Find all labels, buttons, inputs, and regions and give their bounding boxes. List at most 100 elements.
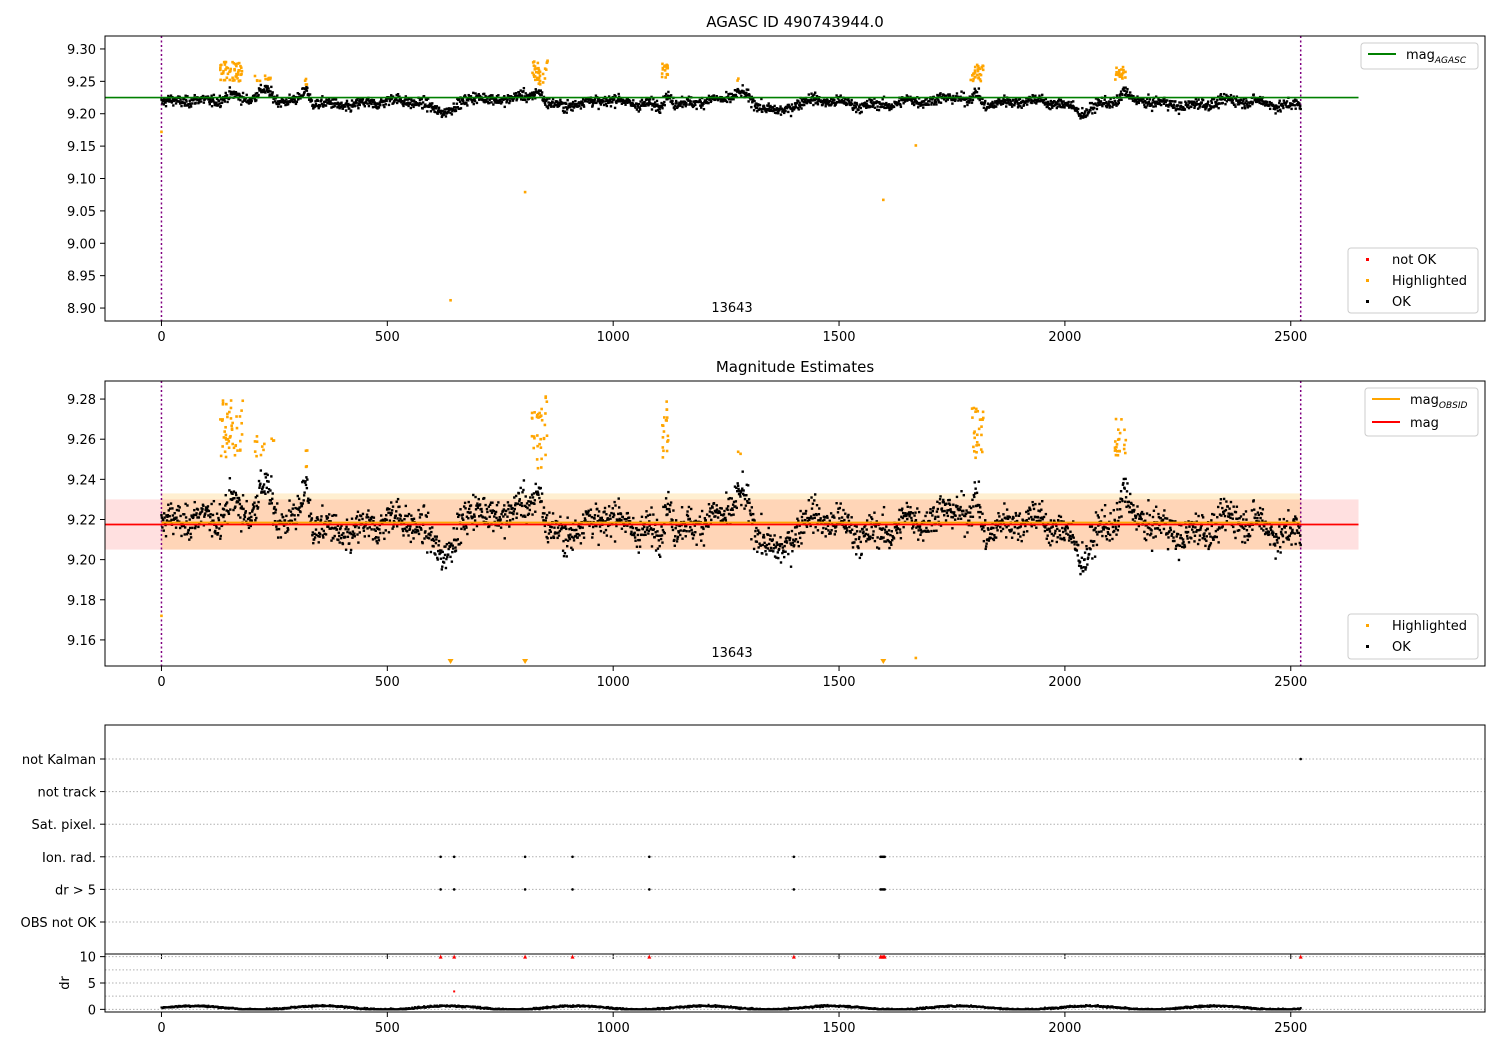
ok-point — [785, 539, 788, 543]
ok-point — [838, 517, 841, 520]
ok-point — [607, 99, 610, 102]
ok-point — [701, 526, 705, 529]
ok-point — [288, 93, 291, 96]
ok-point — [509, 519, 512, 522]
ok-point — [1130, 511, 1134, 514]
ok-point — [849, 103, 852, 107]
ok-point — [625, 518, 628, 521]
ok-point — [694, 103, 697, 107]
ok-point — [1163, 509, 1166, 512]
ok-point — [557, 104, 561, 108]
ok-point — [505, 520, 509, 523]
ok-point — [548, 511, 551, 514]
ok-point — [762, 536, 766, 539]
ok-point — [535, 493, 539, 496]
ok-point — [336, 101, 340, 104]
ok-point — [1032, 518, 1035, 521]
ok-point — [404, 514, 407, 518]
ok-point — [617, 497, 620, 500]
ok-point — [561, 526, 564, 529]
ok-point — [451, 550, 454, 554]
ok-point — [1146, 104, 1149, 107]
ok-point — [397, 100, 401, 103]
ok-point — [744, 95, 748, 98]
ok-point — [243, 98, 247, 102]
ok-point — [303, 90, 306, 94]
ok-point — [757, 546, 760, 549]
ok-point — [833, 98, 836, 102]
ok-point — [854, 538, 857, 541]
ok-point — [400, 519, 404, 523]
ok-point — [186, 504, 189, 507]
ok-point — [331, 514, 334, 517]
ok-point — [419, 97, 422, 101]
ok-point — [700, 539, 703, 542]
ok-point — [948, 498, 951, 502]
ok-point — [366, 516, 370, 519]
ok-point — [1143, 537, 1146, 540]
ok-point — [1035, 526, 1038, 529]
ok-point — [882, 505, 886, 509]
ok-point — [371, 105, 375, 109]
ok-point — [710, 97, 713, 100]
ok-point — [664, 92, 668, 96]
ok-point — [1072, 105, 1075, 108]
ok-point — [603, 510, 606, 513]
ok-point — [549, 530, 552, 533]
ok-point — [308, 514, 311, 518]
ok-point — [333, 104, 336, 108]
ok-point — [648, 100, 651, 103]
ok-point — [250, 519, 253, 522]
ok-point — [757, 108, 760, 112]
ok-point — [882, 105, 885, 108]
ok-point — [937, 101, 941, 104]
ok-point — [239, 516, 242, 519]
ok-point — [340, 524, 343, 527]
ok-point — [694, 519, 697, 523]
ok-point — [1013, 103, 1016, 107]
ok-point — [426, 110, 429, 113]
ok-point — [602, 520, 605, 523]
ok-point — [973, 87, 976, 90]
highlighted-point — [976, 68, 980, 71]
ok-point — [875, 546, 879, 549]
ok-point — [546, 541, 550, 544]
ok-point — [293, 99, 297, 102]
ok-point — [1030, 515, 1033, 519]
ok-point — [453, 106, 456, 109]
ok-point — [758, 542, 761, 545]
ok-point — [765, 543, 769, 547]
ok-point — [911, 527, 914, 530]
ok-point — [201, 507, 204, 511]
ok-point — [166, 515, 169, 518]
ok-point — [504, 509, 508, 513]
ok-point — [1243, 107, 1247, 110]
ok-point — [1044, 512, 1048, 516]
ok-point — [896, 531, 899, 535]
ok-point — [374, 535, 378, 539]
ok-point — [523, 504, 526, 508]
ok-point — [194, 525, 197, 528]
ok-point — [1146, 526, 1150, 529]
ok-point — [984, 545, 988, 548]
highlighted-point — [228, 78, 232, 82]
ok-point — [1079, 572, 1082, 576]
ok-point — [880, 528, 883, 531]
ok-point — [266, 479, 269, 483]
ok-point — [919, 528, 923, 532]
ok-point — [1102, 528, 1105, 531]
ok-point — [573, 528, 576, 532]
ok-point — [1109, 97, 1112, 100]
ok-point — [968, 99, 971, 103]
ok-point — [1098, 103, 1101, 106]
ok-point — [1006, 515, 1009, 518]
ok-point — [939, 495, 942, 498]
ok-point — [523, 95, 526, 98]
ok-point — [687, 99, 690, 102]
ok-point — [884, 106, 888, 110]
ok-point — [1114, 527, 1118, 530]
ok-point — [552, 536, 556, 540]
ok-point — [236, 93, 240, 97]
ok-point — [636, 104, 640, 107]
ok-point — [1169, 526, 1172, 530]
